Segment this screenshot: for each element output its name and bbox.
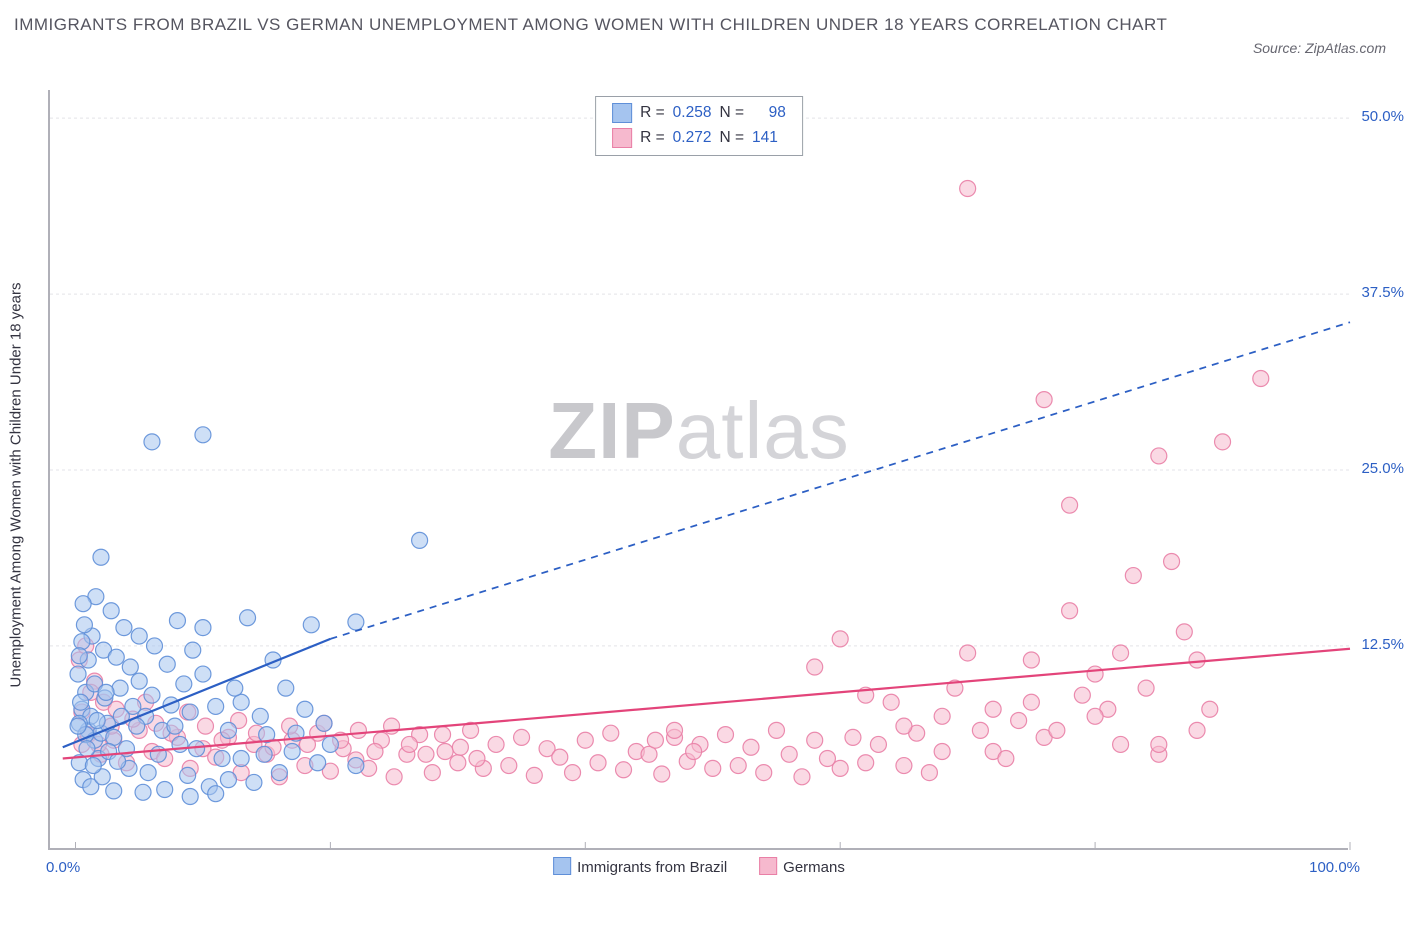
chart-container: Unemployment Among Women with Children U… — [48, 90, 1390, 880]
n-label: N = — [719, 101, 744, 126]
y-tick-label: 25.0% — [1361, 460, 1404, 477]
r-value-germans: 0.272 — [673, 126, 712, 151]
legend-swatch-germans — [612, 128, 632, 148]
legend-row-brazil: R = 0.258 N = 98 — [612, 101, 786, 126]
plot-svg — [50, 90, 1350, 850]
n-value-germans: 141 — [752, 126, 778, 151]
y-axis-label: Unemployment Among Women with Children U… — [8, 283, 25, 688]
x-axis-legend: Immigrants from Brazil Germans — [553, 857, 845, 876]
source-prefix: Source: — [1253, 40, 1305, 56]
x-legend-label-brazil: Immigrants from Brazil — [577, 859, 727, 876]
source-name: ZipAtlas.com — [1305, 40, 1386, 56]
x-legend-item-germans: Germans — [759, 857, 845, 876]
legend-row-germans: R = 0.272 N = 141 — [612, 126, 786, 151]
chart-title: IMMIGRANTS FROM BRAZIL VS GERMAN UNEMPLO… — [14, 12, 1392, 38]
x-legend-swatch-brazil — [553, 857, 571, 875]
r-value-brazil: 0.258 — [673, 101, 712, 126]
n-label: N = — [719, 126, 744, 151]
correlation-legend: R = 0.258 N = 98 R = 0.272 N = 141 — [595, 96, 803, 156]
y-tick-label: 12.5% — [1361, 636, 1404, 653]
x-legend-label-germans: Germans — [783, 859, 845, 876]
plot-area: ZIPatlas R = 0.258 N = 98 R = 0.272 N = … — [48, 90, 1348, 850]
source-attribution: Source: ZipAtlas.com — [1253, 40, 1386, 56]
r-label: R = — [640, 101, 665, 126]
x-axis-min-label: 0.0% — [46, 859, 80, 876]
x-axis-max-label: 100.0% — [1309, 859, 1360, 876]
legend-swatch-brazil — [612, 103, 632, 123]
x-legend-swatch-germans — [759, 857, 777, 875]
r-label: R = — [640, 126, 665, 151]
x-legend-item-brazil: Immigrants from Brazil — [553, 857, 727, 876]
n-value-brazil: 98 — [769, 101, 786, 126]
y-tick-label: 37.5% — [1361, 284, 1404, 301]
y-tick-label: 50.0% — [1361, 108, 1404, 125]
